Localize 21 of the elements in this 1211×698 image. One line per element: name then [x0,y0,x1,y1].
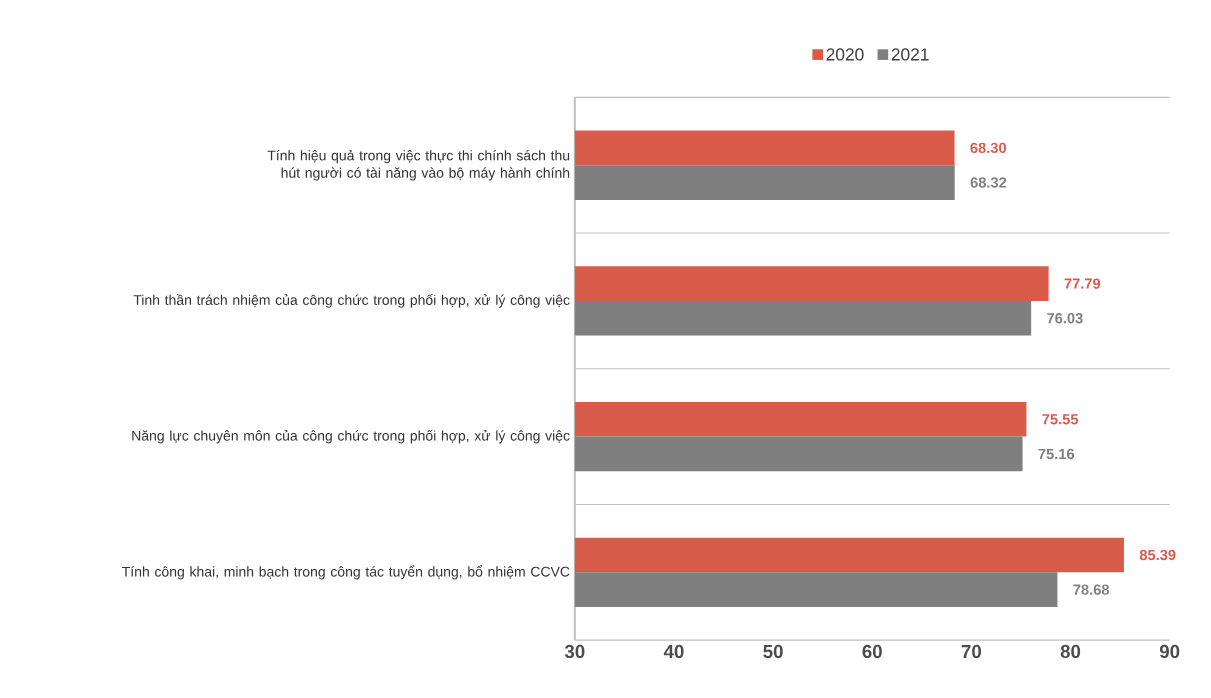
data-label: 76.03 [1047,312,1083,324]
data-label: 85.39 [1139,549,1176,561]
legend-label: 2021 [891,48,929,61]
legend-label: 2020 [826,48,864,61]
x-tick-label: 60 [862,644,882,659]
data-label: 75.55 [1042,414,1079,425]
data-label: 78.68 [1073,584,1110,595]
x-tick-label: 30 [564,644,585,659]
data-label: 75.16 [1038,448,1075,460]
y-tick-label: Tính công khai, minh bạch trong công tác tuyển dụng, bổ nhiệm CCVC [122,565,570,580]
x-tick-label: 70 [961,644,981,659]
y-tick-label: Tinh thần trách nhiệm của công chức trong phối hợp, xử lý công việc [133,294,570,308]
x-tick-label: 50 [763,644,783,659]
y-tick-label: Năng lực chuyên môn của công chức trong phối hợp, xử lý công việc [132,429,570,444]
x-tick-label: 80 [1060,644,1081,659]
x-tick-label: 90 [1159,644,1180,659]
y-tick-label: Tính hiệu quả trong việc thực thi chính sách thu hút người có tài năng vào bộ máy hành chính [267,149,570,181]
x-tick-label: 40 [663,644,684,659]
data-label: 68.32 [970,177,1007,188]
data-label: 68.30 [970,142,1006,153]
data-label: 77.79 [1064,278,1101,289]
